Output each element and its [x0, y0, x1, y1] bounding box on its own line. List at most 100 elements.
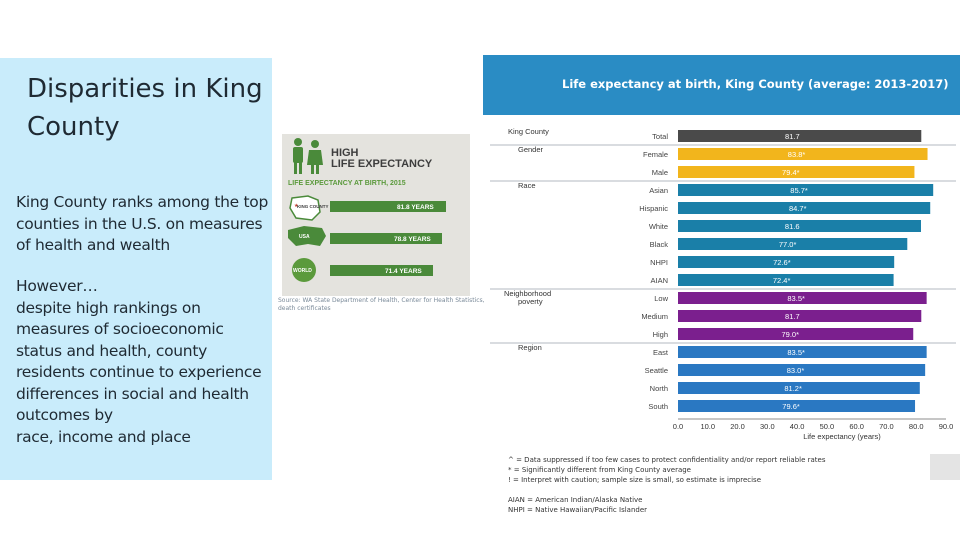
bar — [678, 274, 894, 286]
x-tick-label: 30.0 — [760, 422, 775, 431]
king-county-label: KING COUNTY — [297, 204, 329, 209]
category-label: NHPI — [650, 258, 668, 267]
data-label: 81.7 — [785, 312, 800, 321]
world-bar — [330, 265, 433, 276]
data-label: 85.7* — [790, 186, 808, 195]
data-label: 79.0* — [782, 330, 800, 339]
group-label: King County — [508, 127, 549, 136]
footnote-suppressed: ^ = Data suppressed if too few cases to … — [508, 456, 826, 464]
world-label: WORLD — [293, 268, 312, 274]
data-label: 84.7* — [789, 204, 807, 213]
group-label: Neighborhood poverty — [504, 289, 551, 306]
data-label: 81.7 — [785, 132, 800, 141]
data-label: 83.0* — [787, 366, 805, 375]
infographic-svg: HIGH LIFE EXPECTANCY LIFE EXPECTANCY AT … — [288, 138, 446, 282]
decorative-box — [930, 454, 960, 480]
x-axis-label: Life expectancy (years) — [803, 432, 881, 441]
x-tick-label: 60.0 — [849, 422, 864, 431]
king-county-bar — [330, 201, 446, 212]
however-line-3: race, income and place — [16, 427, 191, 446]
category-label: Medium — [641, 312, 668, 321]
data-label: 77.0* — [779, 240, 797, 249]
usa-bar — [330, 233, 442, 244]
infographic-source: Source: WA State Department of Health, C… — [278, 297, 485, 312]
category-label: White — [649, 222, 668, 231]
usa-label: USA — [299, 234, 310, 240]
footnote-aian: AIAN = American Indian/Alaska Native — [508, 496, 643, 504]
slide-title: Disparities in King County — [27, 74, 263, 142]
category-label: Hispanic — [639, 204, 668, 213]
chart-title: Life expectancy at birth, King County (a… — [562, 77, 949, 91]
however-line-1: However… — [16, 277, 98, 295]
chart-header — [483, 55, 960, 115]
category-label: Female — [643, 150, 668, 159]
category-label: South — [648, 402, 668, 411]
bar — [678, 220, 921, 232]
family-icon — [293, 138, 323, 174]
x-tick-label: 0.0 — [673, 422, 683, 431]
data-label: 72.4* — [773, 276, 791, 285]
bar — [678, 184, 934, 196]
king-county-shape-icon — [289, 195, 321, 221]
bar — [678, 364, 926, 376]
intro-paragraph: King County ranks among the top counties… — [16, 193, 268, 254]
x-tick-label: 40.0 — [790, 422, 805, 431]
x-tick-label: 20.0 — [730, 422, 745, 431]
king-county-value: 81.8 YEARS — [397, 204, 434, 211]
data-label: 83.5* — [787, 348, 805, 357]
however-paragraph: However… despite high rankings on measur… — [16, 276, 268, 448]
category-label: Asian — [649, 186, 668, 195]
infographic-heading-2: LIFE EXPECTANCY — [331, 158, 433, 170]
x-tick-label: 50.0 — [820, 422, 835, 431]
usa-value: 78.8 YEARS — [394, 236, 431, 243]
text-panel — [0, 58, 272, 480]
footnote-significant: * = Significantly different from King Co… — [508, 466, 691, 474]
category-label: Low — [654, 294, 668, 303]
world-row: WORLD 71.4 YEARS — [292, 258, 433, 282]
category-label: North — [650, 384, 668, 393]
category-label: High — [653, 330, 668, 339]
x-tick-label: 80.0 — [909, 422, 924, 431]
bar — [678, 346, 927, 358]
group-label: Race — [518, 181, 536, 190]
x-tick-label: 70.0 — [879, 422, 894, 431]
king-county-row: ★ KING COUNTY 81.8 YEARS — [289, 195, 446, 221]
life-expectancy-infographic: HIGH LIFE EXPECTANCY LIFE EXPECTANCY AT … — [282, 134, 470, 296]
data-label: 83.5* — [787, 294, 805, 303]
bar — [678, 310, 922, 322]
data-label: 83.8* — [788, 150, 806, 159]
bar — [678, 202, 931, 214]
data-label: 79.6* — [782, 402, 800, 411]
world-value: 71.4 YEARS — [385, 268, 422, 275]
data-label: 79.4* — [782, 168, 800, 177]
infographic-subheading: LIFE EXPECTANCY AT BIRTH, 2015 — [288, 180, 406, 187]
data-label: 81.6 — [785, 222, 800, 231]
bar — [678, 166, 915, 178]
group-label: Gender — [518, 145, 544, 154]
bar — [678, 256, 895, 268]
data-label: 72.6* — [773, 258, 791, 267]
x-tick-label: 90.0 — [939, 422, 954, 431]
footnote-nhpi: NHPI = Native Hawaiian/Pacific Islander — [508, 506, 648, 514]
category-label: East — [653, 348, 669, 357]
category-label: AIAN — [650, 276, 668, 285]
x-tick-label: 10.0 — [700, 422, 715, 431]
category-label: Total — [652, 132, 668, 141]
bar — [678, 292, 927, 304]
usa-map-icon — [288, 226, 326, 246]
footnote-caution: ! = Interpret with caution; sample size … — [508, 476, 762, 484]
bar — [678, 148, 928, 160]
bar — [678, 130, 922, 142]
footnote-spacer — [508, 485, 825, 495]
data-label: 81.2* — [784, 384, 802, 393]
infographic-heading-1: HIGH — [331, 147, 359, 159]
bar — [678, 328, 914, 340]
category-label: Seattle — [645, 366, 668, 375]
however-line-2: despite high rankings on measures of soc… — [16, 298, 262, 425]
category-label: Male — [652, 168, 668, 177]
bar — [678, 400, 916, 412]
life-expectancy-bar-chart: King County Total 81.7 Gender Female 83.8* Mal… — [490, 127, 956, 441]
bar — [678, 238, 908, 250]
bar — [678, 382, 920, 394]
usa-row: USA 78.8 YEARS — [288, 226, 442, 246]
